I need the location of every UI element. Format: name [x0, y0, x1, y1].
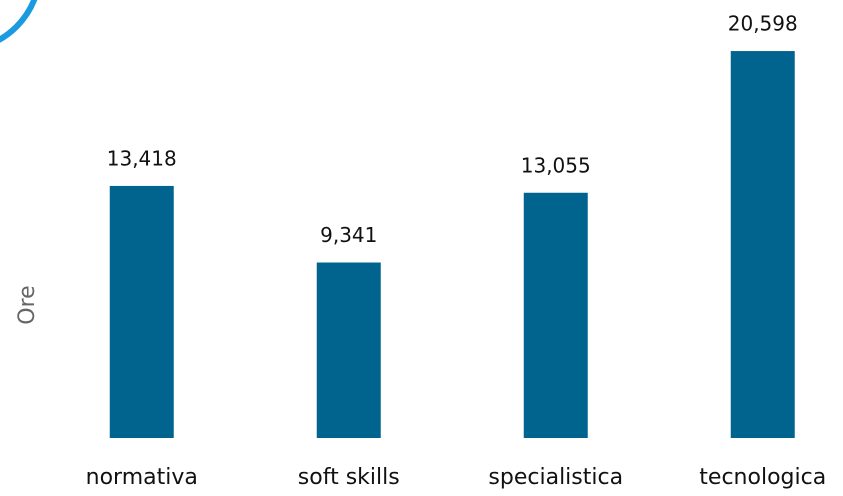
x-tick-label: soft skills	[298, 465, 400, 490]
decorative-arc	[0, 0, 38, 43]
bar	[730, 51, 795, 439]
bar	[109, 185, 174, 438]
value-label: 20,598	[728, 12, 798, 36]
bar	[316, 262, 381, 438]
y-axis-label: Ore	[15, 285, 40, 324]
bar	[523, 192, 588, 438]
x-tick-label: specialistica	[488, 465, 623, 490]
x-tick-label: tecnologica	[699, 465, 826, 490]
x-tick-label: normativa	[86, 465, 198, 490]
value-label: 9,341	[320, 223, 377, 247]
value-label: 13,418	[107, 146, 177, 170]
value-label: 13,055	[521, 153, 591, 177]
